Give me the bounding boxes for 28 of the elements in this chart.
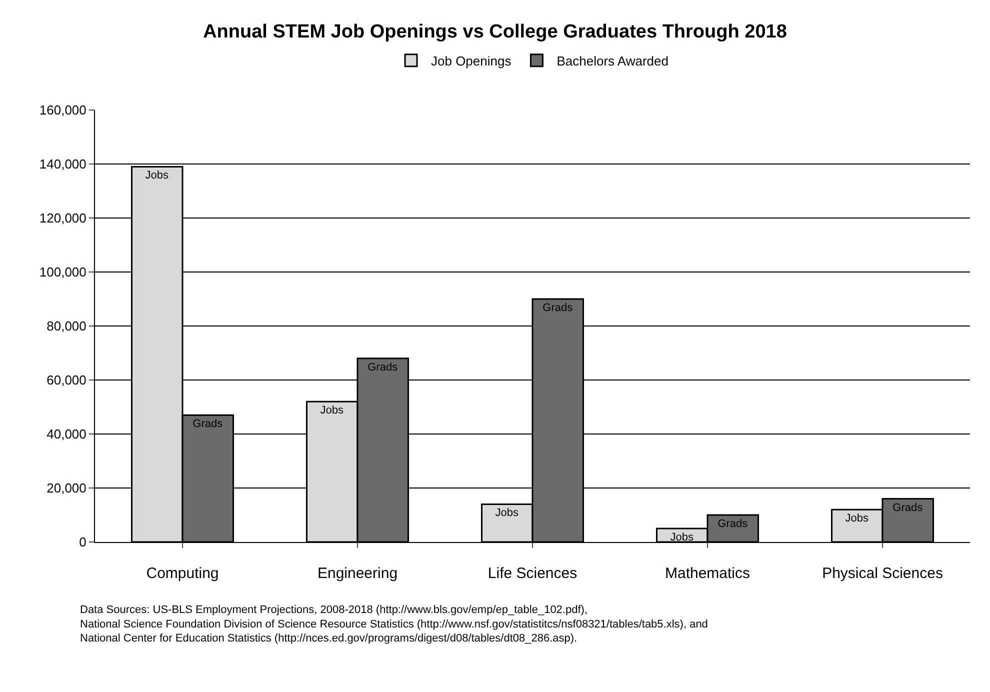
data-label: Jobs xyxy=(320,404,344,417)
legend-label: Bachelors Awarded xyxy=(556,53,669,68)
y-tick-label: 160,000 xyxy=(39,102,86,118)
chart-title: Annual STEM Job Openings vs College Graduates Through 2018 xyxy=(203,22,787,43)
data-label: Grads xyxy=(718,518,748,530)
y-tick-label: 60,000 xyxy=(46,372,86,388)
y-tick-label: 40,000 xyxy=(46,426,86,442)
y-tick-label: 80,000 xyxy=(46,318,86,334)
x-tick-label: Engineering xyxy=(317,565,398,582)
data-label: Jobs xyxy=(845,512,869,525)
data-label: Grads xyxy=(542,302,574,314)
data-label: Jobs xyxy=(145,170,169,182)
data-label: Jobs xyxy=(495,507,519,520)
y-tick-label: 20,000 xyxy=(46,480,86,496)
y-tick-label: 140,000 xyxy=(39,156,86,172)
data-label: Grads xyxy=(892,502,924,514)
data-label: Grads xyxy=(192,418,224,430)
y-tick-label: 120,000 xyxy=(39,210,86,226)
text: Data Sources: US-BLS Employment Projections, 2008-2018 (http://www.bls.gov/emp/ep_table_102.pdf), National Science Foundation Division of Science Resource Statistics (http://www.nsf.gov/statistitcs/nsf08321/tables/tab5.xls), and National Center for Education Statistics (http://nces.ed.gov/programs/digest/d08/tables/dt08_286.asp). xyxy=(80,604,708,645)
y-tick-label: 100,000 xyxy=(39,264,86,280)
y-tick-label: 0 xyxy=(79,534,86,550)
x-tick-label: Life Sciences xyxy=(488,565,578,582)
x-tick-label: Physical Sciences xyxy=(822,565,943,582)
x-tick-label: Computing xyxy=(146,565,219,582)
x-tick-label: Mathematics xyxy=(664,565,750,582)
data-label: Grads xyxy=(368,361,398,374)
data-label: Jobs xyxy=(670,532,694,544)
legend-label: Job Openings xyxy=(431,53,512,68)
